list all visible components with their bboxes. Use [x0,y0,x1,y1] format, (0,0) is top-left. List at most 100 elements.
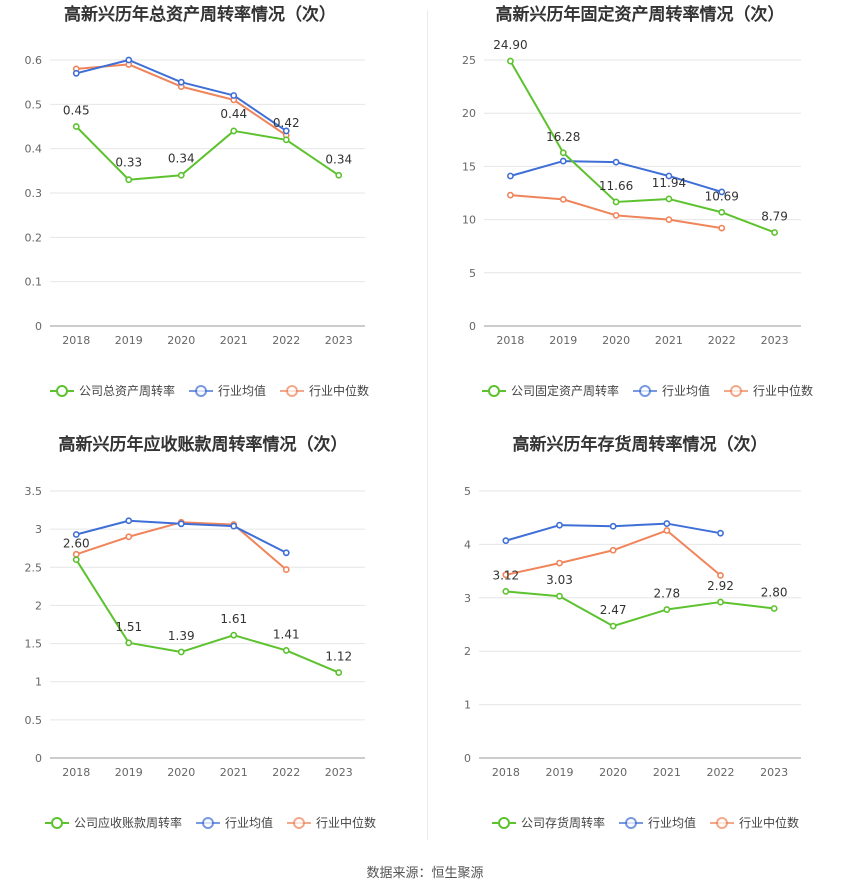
data-point [559,195,567,203]
data-label: 1.39 [168,629,195,643]
data-point [665,172,673,180]
data-point [718,208,726,216]
legend-swatch-marker [625,817,637,829]
y-tick-label: 2 [464,645,471,658]
y-tick-label: 0.5 [25,98,43,111]
legend-swatch-marker [202,817,214,829]
y-tick-label: 3 [35,523,42,536]
y-tick-label: 0.4 [25,143,43,156]
data-label: 3.12 [492,568,519,582]
x-tick-label: 2018 [496,334,524,347]
y-tick-label: 25 [462,54,476,67]
data-point [72,550,80,558]
data-label: 0.42 [273,116,300,130]
data-label: 0.34 [168,151,195,165]
data-point [177,171,185,179]
data-label: 2.80 [761,585,788,599]
x-tick-label: 2022 [272,766,300,779]
series-line [75,559,340,674]
legend-label: 行业中位数 [739,815,799,830]
x-tick-label: 2018 [492,766,520,779]
chart-svg: 高新兴历年固定资产周转率情况（次） 0 5 10 15 20 25 2018 2019 2020 2… [462,4,813,398]
chart-panel-total-asset-turnover: 高新兴历年总资产周转率情况（次） 0 0.1 0.2 0.3 0.4 0.5 0.6 2018 2… [0,0,425,430]
x-tick-label: 2021 [220,334,248,347]
chart-panel-fixed-asset-turnover: 高新兴历年固定资产周转率情况（次） 0 5 10 15 20 25 2018 2019 2020 2… [427,0,850,430]
data-point [663,606,671,613]
data-point [612,211,620,219]
y-tick-label: 2.5 [25,561,43,574]
panel-divider [427,10,428,840]
x-tick-label: 2020 [602,334,630,347]
data-point [609,546,617,554]
legend-label: 公司存货周转率 [521,815,605,830]
y-tick-label: 0 [469,320,476,333]
x-tick-label: 2021 [653,766,681,779]
x-tick-label: 2023 [761,334,789,347]
x-tick-label: 2020 [167,334,195,347]
x-tick-label: 2022 [708,334,736,347]
data-label: 0.44 [220,107,247,121]
data-point [718,224,726,232]
data-label: 0.33 [115,156,142,170]
data-label: 2.47 [600,603,627,617]
y-tick-label: 3 [464,592,471,605]
data-point [282,566,290,573]
data-point [502,587,510,595]
x-tick-label: 2018 [62,334,90,347]
legend-swatch-marker [286,385,298,397]
data-label: 10.69 [705,189,739,203]
data-point [717,598,724,606]
legend-label: 行业均值 [662,383,710,398]
y-tick-label: 2 [35,599,42,612]
data-label: 1.12 [325,650,352,664]
data-point [556,521,563,529]
y-tick-label: 0.2 [25,231,43,244]
data-label: 16.28 [546,130,580,144]
data-point [663,520,671,527]
y-tick-label: 1 [464,699,471,712]
data-point [507,57,514,65]
data-point [177,648,185,656]
legend-swatch-marker [51,817,63,829]
x-tick-label: 2021 [655,334,683,347]
legend-label: 行业中位数 [753,383,813,398]
chart-svg: 高新兴历年总资产周转率情况（次） 0 0.1 0.2 0.3 0.4 0.5 0.6 2018 2… [25,4,370,398]
data-point [282,549,290,557]
data-point [177,78,185,86]
legend-label: 行业中位数 [316,815,376,830]
legend-label: 公司固定资产周转率 [511,383,619,398]
data-point [125,517,133,525]
series-line [505,590,775,628]
data-point [335,171,343,179]
y-tick-label: 0.1 [25,276,43,289]
data-label: 1.61 [220,612,247,626]
data-point [230,631,238,639]
legend-swatch-marker [293,817,305,829]
data-point [502,537,510,545]
legend-swatch-marker [730,385,742,397]
data-point [556,592,563,600]
data-point [663,527,671,534]
data-point [609,522,617,530]
data-point [502,571,510,579]
data-point [125,533,133,541]
data-label: 24.90 [493,38,527,52]
data-point [770,605,778,612]
y-tick-label: 1.5 [25,638,43,651]
y-tick-label: 3.5 [25,485,43,498]
y-tick-label: 5 [464,485,471,498]
data-point [72,123,80,130]
data-point [559,149,567,157]
x-tick-label: 2018 [62,766,90,779]
y-tick-label: 0 [464,752,471,765]
y-tick-label: 10 [462,214,476,227]
data-point [125,56,133,64]
x-tick-label: 2020 [599,766,627,779]
legend-swatch-marker [488,385,500,397]
data-point [72,531,80,538]
y-tick-label: 0.5 [25,714,43,727]
data-point [665,216,673,223]
data-point [507,172,514,180]
y-tick-label: 15 [462,160,476,173]
chart-title: 高新兴历年应收账款周转率情况（次） [59,434,348,455]
